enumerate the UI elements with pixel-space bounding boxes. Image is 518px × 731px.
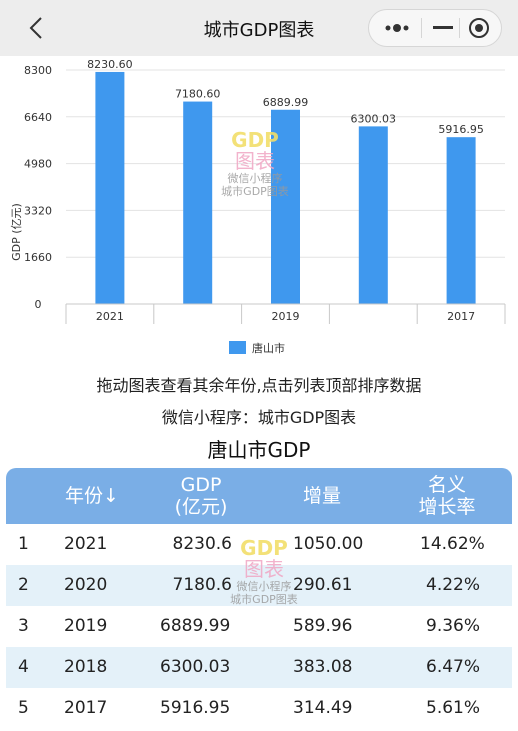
minimize-button[interactable] <box>421 10 465 46</box>
rank-cell: 5 <box>18 698 29 718</box>
year-cell: 2018 <box>64 657 108 677</box>
rank-cell: 1 <box>18 534 29 554</box>
year-cell: 2017 <box>64 698 108 718</box>
capsule-divider <box>421 18 422 38</box>
bar-value-label: 7180.60 <box>175 88 221 101</box>
gdp-cell: 6300.03 <box>160 657 231 677</box>
y-tick-label: 3320 <box>24 204 52 217</box>
table-row[interactable]: 4 2018 6300.03 383.08 6.47% <box>6 647 512 688</box>
increase-cell: 383.08 <box>293 657 353 677</box>
rank-cell: 2 <box>18 575 29 595</box>
growth-rate-cell: 9.36% <box>426 616 481 636</box>
gdp-cell: 5916.95 <box>160 698 231 718</box>
bar-2021 <box>95 71 125 305</box>
bar-value-label: 5916.95 <box>438 123 484 136</box>
year-cell: 2020 <box>64 575 108 595</box>
legend-label: 唐山市 <box>252 341 285 355</box>
minimize-icon <box>433 26 453 29</box>
back-button[interactable] <box>22 14 50 42</box>
gdp-bar-chart[interactable]: 8230.60 7180.60 6889.99 6300.03 5916.95 0 166… <box>0 56 518 366</box>
x-tick-label: 2019 <box>272 310 300 323</box>
y-tick-label: 1660 <box>24 251 52 264</box>
mini-program-capsule <box>368 9 502 47</box>
bar-value-label: 8230.60 <box>87 58 133 71</box>
gdp-header-label: GDP <box>180 474 222 496</box>
table-row[interactable]: 3 2019 6889.99 589.96 9.36% <box>6 606 512 647</box>
year-cell: 2021 <box>64 534 108 554</box>
gdp-cell: 8230.6 <box>172 534 232 554</box>
sort-growth-rate-header[interactable]: 名义 增长率 <box>392 468 502 524</box>
growth-rate-cell: 5.61% <box>426 698 481 718</box>
legend-swatch <box>229 341 246 354</box>
rank-cell: 4 <box>18 657 29 677</box>
sort-gdp-header[interactable]: GDP (亿元) <box>151 468 251 524</box>
chart-legend[interactable]: 唐山市 <box>229 341 285 355</box>
increase-header-label: 增量 <box>302 485 341 507</box>
table-row[interactable]: 2 2020 7180.6 290.61 4.22% <box>6 565 512 606</box>
y-tick-label: 6640 <box>24 111 52 124</box>
gdp-header-unit: (亿元) <box>174 496 228 518</box>
bar-2019 <box>271 109 300 304</box>
sort-increase-header[interactable]: 增量 <box>272 468 372 524</box>
drag-hint: 拖动图表查看其余年份,点击列表顶部排序数据 <box>96 376 422 395</box>
bar-value-label: 6300.03 <box>351 112 397 125</box>
increase-cell: 290.61 <box>293 575 353 595</box>
increase-cell: 314.49 <box>293 698 353 718</box>
increase-cell: 589.96 <box>293 616 353 636</box>
capsule-divider <box>459 18 460 38</box>
page-title: 城市GDP图表 <box>203 20 315 41</box>
bar-2017 <box>446 137 476 304</box>
growth-header-label-2: 增长率 <box>418 496 476 518</box>
growth-rate-cell: 6.47% <box>426 657 481 677</box>
y-axis-label: GDP (亿元) <box>10 203 23 261</box>
bar-2018 <box>358 126 388 304</box>
gdp-cell: 6889.99 <box>160 616 231 636</box>
y-tick-label: 8300 <box>24 64 52 77</box>
x-tick-label: 2017 <box>447 310 475 323</box>
title-bar: 城市GDP图表 <box>0 0 518 56</box>
more-button[interactable] <box>375 10 419 46</box>
year-header-label: 年份↓ <box>65 485 119 507</box>
x-tick-label: 2021 <box>96 310 124 323</box>
gdp-cell: 7180.6 <box>172 575 232 595</box>
growth-header-label: 名义 <box>427 474 466 496</box>
bar-2020 <box>183 101 213 304</box>
growth-rate-cell: 14.62% <box>420 534 485 554</box>
chevron-left-icon <box>29 17 42 39</box>
increase-cell: 1050.00 <box>293 534 364 554</box>
table-row[interactable]: 1 2021 8230.6 1050.00 14.62% <box>6 524 512 565</box>
y-tick-label: 0 <box>35 298 42 311</box>
mini-program-hint: 微信小程序：城市GDP图表 <box>161 408 357 427</box>
y-tick-label: 4980 <box>24 158 52 171</box>
year-cell: 2019 <box>64 616 108 636</box>
bar-value-label: 6889.99 <box>263 96 309 109</box>
more-dots-icon <box>385 24 409 32</box>
rank-cell: 3 <box>18 616 29 636</box>
table-row[interactable]: 5 2017 5916.95 314.49 5.61% <box>6 688 512 729</box>
sort-year-header[interactable]: 年份↓ <box>42 468 142 524</box>
growth-rate-cell: 4.22% <box>426 575 481 595</box>
table-header: 年份↓ GDP (亿元) 增量 名义 增长率 <box>6 468 512 524</box>
table-title: 唐山市GDP <box>207 438 311 462</box>
target-close-icon <box>469 18 489 38</box>
close-button[interactable] <box>457 10 501 46</box>
